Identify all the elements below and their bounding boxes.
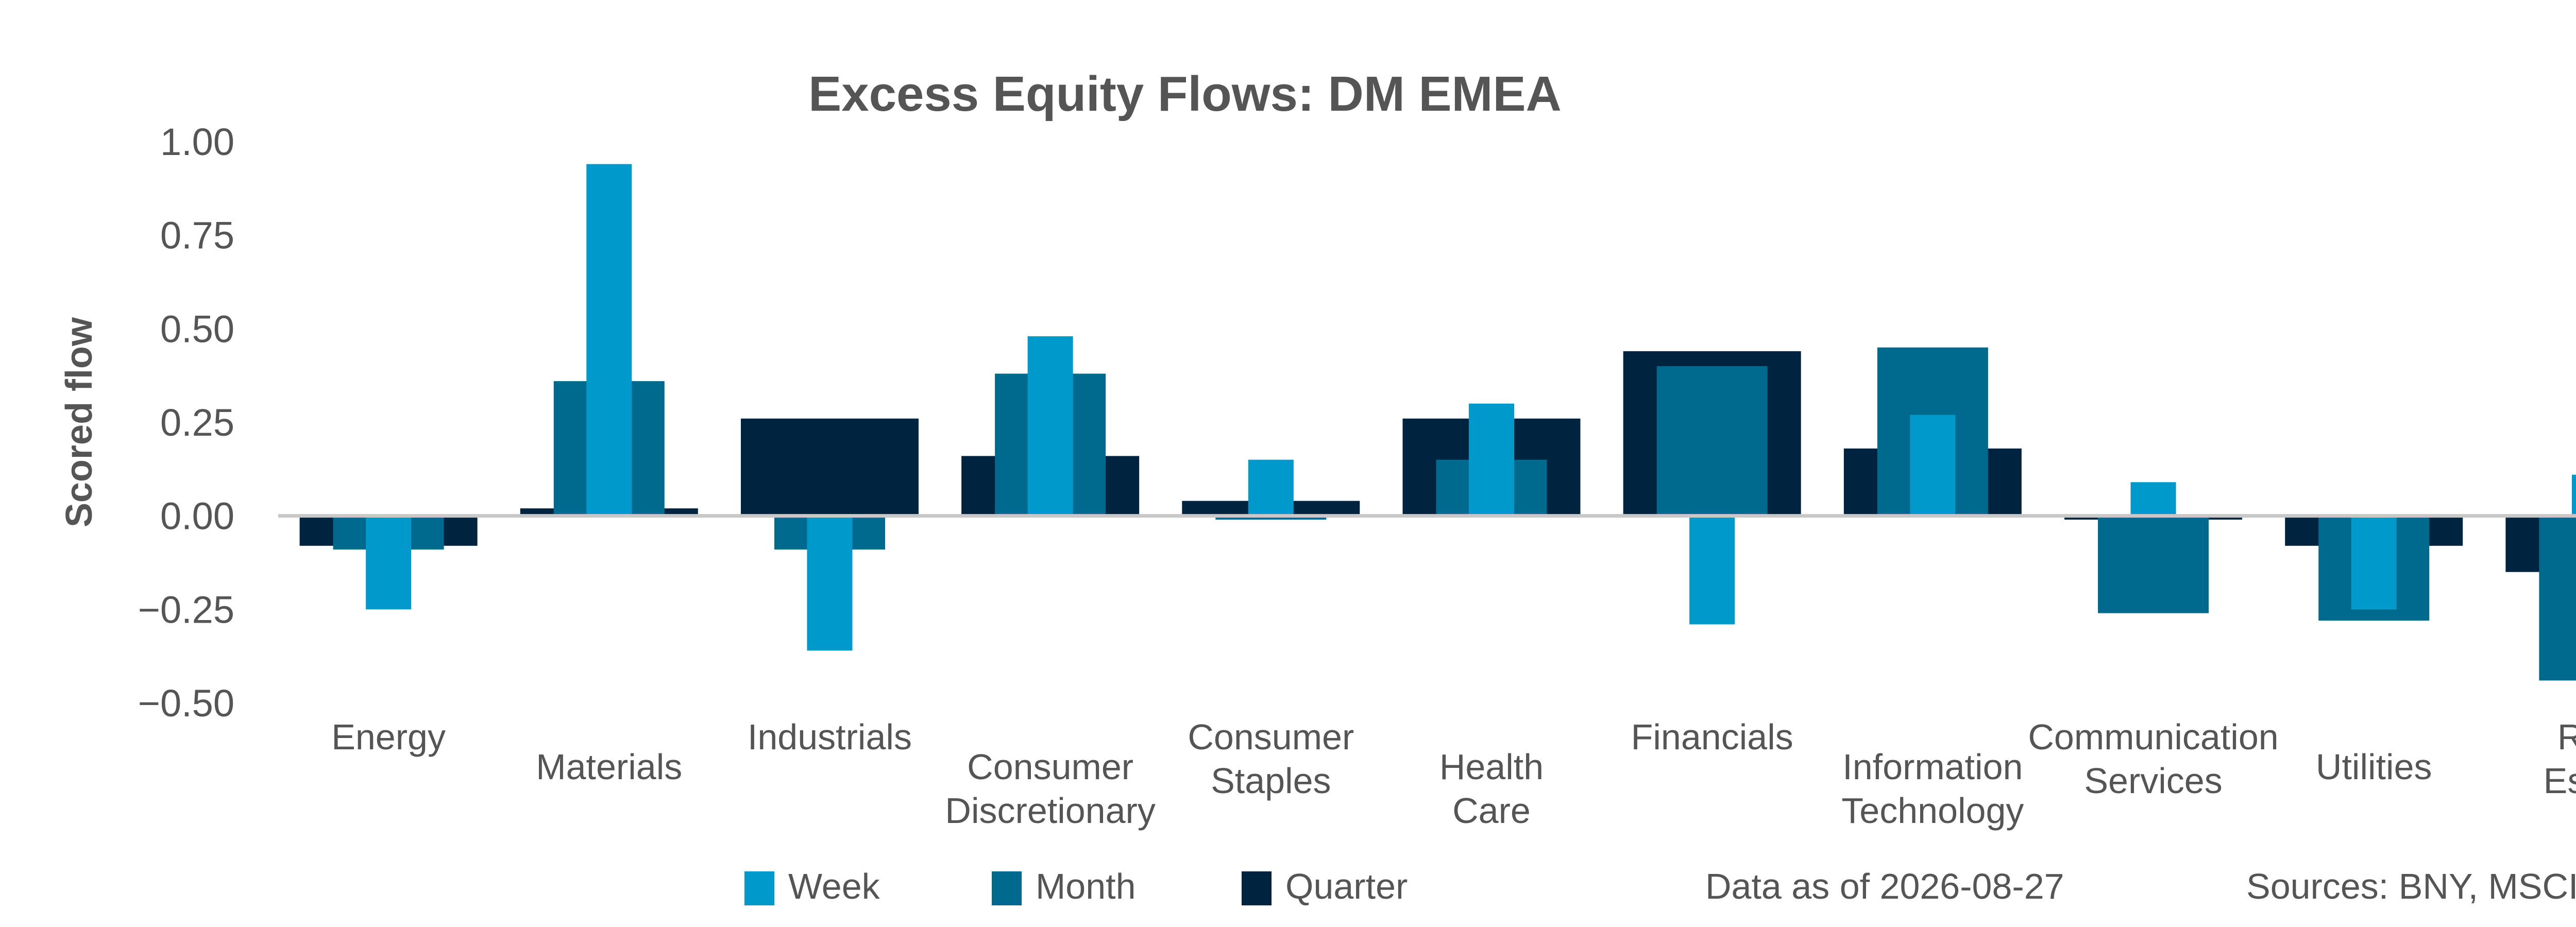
category-label-line: Materials bbox=[536, 747, 682, 787]
y-tick-label: 0.25 bbox=[160, 401, 234, 444]
category-label-line: Estate bbox=[2544, 761, 2576, 801]
category-label-line: Care bbox=[1452, 791, 1531, 831]
bar-week bbox=[1027, 336, 1073, 516]
category-label-line: Services bbox=[2084, 761, 2222, 801]
category-label: Utilities bbox=[2316, 747, 2432, 787]
category-label-line: Health bbox=[1439, 747, 1544, 787]
y-tick-label: 0.75 bbox=[160, 214, 234, 257]
bar-week bbox=[1248, 459, 1294, 516]
legend-item-week: Week bbox=[744, 866, 880, 906]
bar-month bbox=[1215, 516, 1327, 520]
category-label-line: Real bbox=[2557, 717, 2576, 757]
bar-week bbox=[366, 516, 412, 610]
y-tick-label: −0.25 bbox=[138, 588, 234, 631]
sources-note: Sources: BNY, MSCI bbox=[2246, 866, 2576, 906]
legend-swatch bbox=[1242, 871, 1272, 905]
category-label-line: Staples bbox=[1211, 761, 1331, 801]
bars bbox=[299, 164, 2576, 681]
category-label: Real Estate bbox=[2544, 717, 2576, 801]
legend-swatch bbox=[744, 871, 774, 905]
bar-month bbox=[1656, 366, 1768, 516]
category-label: Energy bbox=[331, 717, 446, 757]
legend-item-month: Month bbox=[992, 866, 1136, 906]
bar-week bbox=[2571, 474, 2576, 516]
y-axis-label: Scored flow bbox=[59, 317, 100, 527]
chart-title: Excess Equity Flows: DM EMEA bbox=[808, 66, 1562, 122]
category-label-line: Industrials bbox=[748, 717, 912, 757]
category-label-line: Communication bbox=[2028, 717, 2278, 757]
bar-week bbox=[2351, 516, 2397, 610]
legend: Week Month Quarter bbox=[744, 866, 1408, 906]
bar-week bbox=[807, 516, 853, 651]
category-label-line: Consumer bbox=[967, 747, 1133, 787]
category-label-line: Utilities bbox=[2316, 747, 2432, 787]
y-tick-label: −0.50 bbox=[138, 682, 234, 725]
legend-label: Month bbox=[1036, 866, 1136, 906]
category-label-line: Information bbox=[1842, 747, 2023, 787]
y-tick-label: 0.50 bbox=[160, 307, 234, 350]
data-as-of-note: Data as of 2026-08-27 bbox=[1705, 866, 2064, 906]
category-label-line: Energy bbox=[331, 717, 446, 757]
category-label: Materials bbox=[536, 747, 682, 787]
category-label-line: Discretionary bbox=[945, 791, 1155, 831]
y-axis-ticks: 1.00 0.75 0.50 0.25 0.00 −0.25 −0.50 bbox=[138, 121, 234, 725]
legend-label: Week bbox=[788, 866, 880, 906]
y-tick-label: 0.00 bbox=[160, 495, 234, 538]
bar-week bbox=[1910, 415, 1956, 516]
category-label-line: Consumer bbox=[1188, 717, 1354, 757]
legend-label: Quarter bbox=[1285, 866, 1408, 906]
bar-month bbox=[2098, 516, 2209, 613]
legend-swatch bbox=[992, 871, 1022, 905]
category-label-line: Technology bbox=[1841, 791, 2024, 831]
category-labels: EnergyMaterialsIndustrialsConsumerDiscre… bbox=[331, 717, 2576, 831]
category-label: Financials bbox=[1631, 717, 1793, 757]
category-label: Industrials bbox=[748, 717, 912, 757]
bar-week bbox=[586, 164, 632, 516]
bar-week bbox=[1689, 516, 1735, 625]
legend-item-quarter: Quarter bbox=[1242, 866, 1408, 906]
bar-month bbox=[2539, 516, 2576, 681]
bar-week bbox=[1469, 403, 1514, 516]
bar-week bbox=[2130, 482, 2176, 516]
y-tick-label: 1.00 bbox=[160, 121, 234, 163]
category-label-line: Financials bbox=[1631, 717, 1793, 757]
bar-quarter bbox=[740, 418, 919, 516]
